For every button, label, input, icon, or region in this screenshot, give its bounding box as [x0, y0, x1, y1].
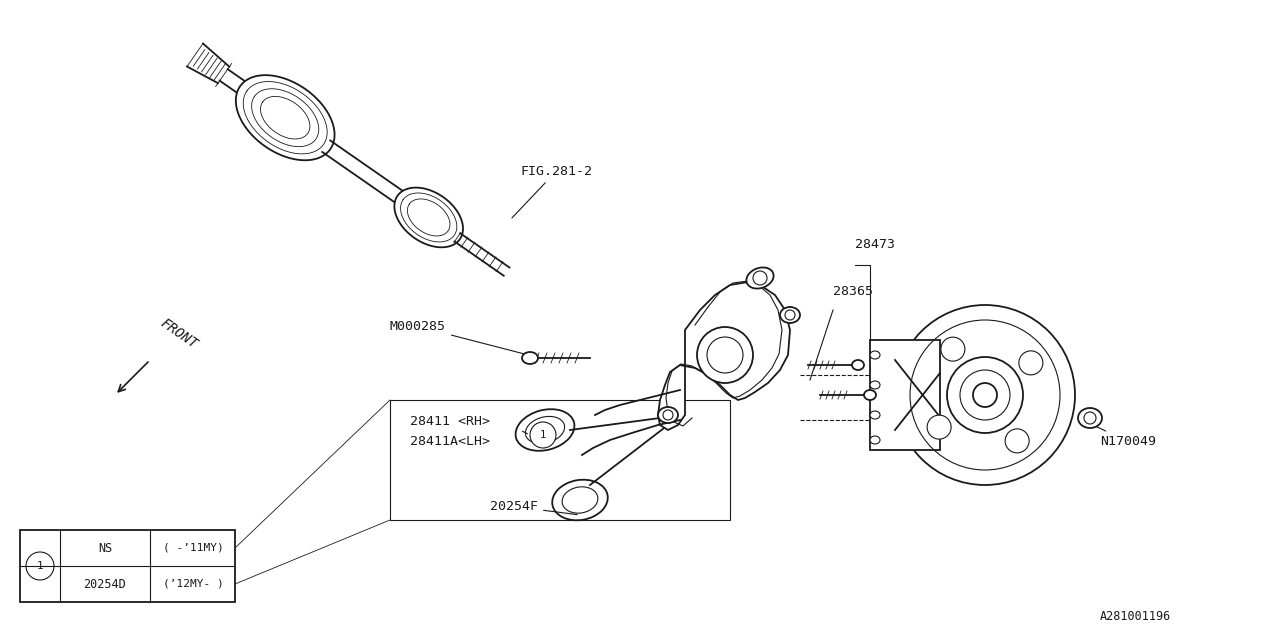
Text: 28365: 28365 — [833, 285, 873, 298]
Text: N170049: N170049 — [1080, 419, 1156, 448]
Text: A281001196: A281001196 — [1100, 610, 1171, 623]
Text: NS: NS — [97, 541, 113, 554]
Circle shape — [927, 415, 951, 439]
Text: (’12MY- ): (’12MY- ) — [163, 579, 224, 589]
Text: M000285: M000285 — [390, 320, 538, 357]
Ellipse shape — [1078, 408, 1102, 428]
Polygon shape — [394, 188, 463, 247]
Text: 20254D: 20254D — [83, 577, 127, 591]
Polygon shape — [658, 282, 790, 430]
Text: 1: 1 — [540, 430, 547, 440]
Circle shape — [1019, 351, 1043, 375]
Ellipse shape — [852, 360, 864, 370]
Ellipse shape — [870, 411, 881, 419]
Text: 1: 1 — [37, 561, 44, 571]
Ellipse shape — [516, 409, 575, 451]
Text: FRONT: FRONT — [157, 316, 201, 351]
Ellipse shape — [698, 327, 753, 383]
Circle shape — [530, 422, 556, 448]
Circle shape — [973, 383, 997, 407]
Bar — [870, 340, 940, 450]
Text: ( -’11MY): ( -’11MY) — [163, 543, 224, 553]
Ellipse shape — [746, 268, 773, 289]
Circle shape — [1084, 412, 1096, 424]
Ellipse shape — [870, 381, 881, 389]
Bar — [390, 400, 730, 520]
Circle shape — [947, 357, 1023, 433]
Text: 28411A<LH>: 28411A<LH> — [410, 435, 490, 448]
Ellipse shape — [522, 352, 538, 364]
Ellipse shape — [780, 307, 800, 323]
Text: FIG.281-2: FIG.281-2 — [512, 165, 591, 218]
Polygon shape — [236, 75, 334, 160]
Ellipse shape — [870, 351, 881, 359]
Bar — [20, 530, 236, 602]
Text: 20254F: 20254F — [490, 500, 577, 515]
Ellipse shape — [658, 407, 678, 423]
Circle shape — [941, 337, 965, 361]
Circle shape — [895, 305, 1075, 485]
Ellipse shape — [552, 480, 608, 520]
Ellipse shape — [870, 436, 881, 444]
Text: 28473: 28473 — [855, 238, 895, 251]
Ellipse shape — [864, 390, 876, 400]
Circle shape — [1005, 429, 1029, 453]
Text: 28411 <RH>: 28411 <RH> — [410, 415, 490, 428]
